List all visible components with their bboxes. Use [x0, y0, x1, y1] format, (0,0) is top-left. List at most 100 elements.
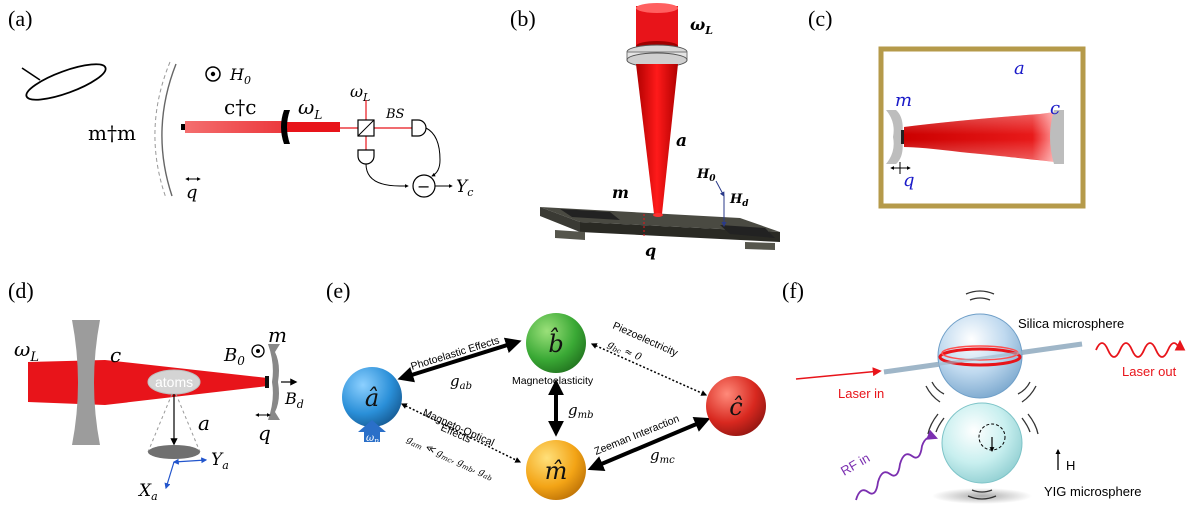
node-b-phonon — [526, 313, 586, 373]
bs-label: BS — [385, 107, 405, 122]
rf-in-wave — [855, 429, 939, 501]
omega-l-label-b: ω — [690, 15, 705, 34]
silica-label: Silica microsphere — [1018, 316, 1124, 331]
svg-text:gmc: gmc — [650, 446, 675, 466]
edge-am — [400, 403, 522, 463]
svg-text:ωp: ωp — [366, 433, 379, 445]
mechanical-beam-stage — [540, 207, 780, 250]
svg-text:b̂: b̂ — [548, 327, 563, 358]
q-label-c: q — [903, 170, 915, 191]
m-label-c: m — [895, 90, 912, 111]
c-label-d: c — [110, 343, 121, 367]
cdag-c-label: c†c — [224, 95, 256, 119]
svg-text:ωL: ωL — [14, 337, 39, 365]
panel-e-label: (e) — [326, 278, 350, 303]
edge-ab — [397, 337, 522, 383]
detector-bottom — [357, 149, 375, 165]
svg-text:ĉ: ĉ — [729, 393, 742, 421]
panel-c: (c) a m c q — [808, 6, 1086, 209]
laser-out-label: Laser out — [1122, 364, 1177, 379]
panel-f-label: (f) — [782, 278, 804, 303]
svg-text:H0: H0 — [696, 167, 716, 184]
silica-microsphere — [937, 313, 1023, 399]
laser-in-label: Laser in — [838, 386, 884, 401]
q-label-b: q — [645, 241, 656, 260]
svg-text:Hd: Hd — [729, 192, 749, 209]
precession-cone-base — [148, 445, 200, 459]
panel-a-label: (a) — [8, 6, 32, 31]
c-label-c: c — [1050, 98, 1060, 119]
m-label-b: m — [612, 183, 629, 202]
omega-l-label-d: ω — [14, 337, 30, 361]
svg-text:ωL: ωL — [350, 82, 370, 104]
svg-text:Bd: Bd — [284, 389, 304, 411]
g-mb-label: g — [568, 401, 578, 419]
g-mc-label: g — [650, 446, 660, 464]
svg-text:m̂: m̂ — [545, 457, 568, 485]
magnetization-precession-icon — [21, 63, 107, 101]
mdag-m-label: m†m — [88, 121, 136, 145]
ya-label: Y — [211, 450, 224, 470]
input-mirror-d — [72, 320, 100, 445]
svg-text:ωL: ωL — [690, 15, 713, 37]
svg-text:Ya: Ya — [211, 450, 229, 472]
panel-e: (e) b̂ â ĉ m̂ ωp Photoelastic Effects ga… — [326, 278, 766, 500]
rf-in-label: RF in — [838, 450, 872, 479]
q-label-d: q — [258, 421, 271, 445]
h0-field-icon — [205, 66, 221, 82]
panel-a: (a) H0 c†c ωL m†m q ωL BS — [8, 6, 473, 203]
laser-out-wave — [1095, 339, 1186, 358]
q-label: q — [186, 182, 198, 203]
svg-text:â: â — [365, 384, 379, 412]
a-label-c: a — [1014, 58, 1025, 79]
svg-text:gmb: gmb — [568, 401, 594, 421]
photoelastic-label: Photoelastic Effects — [409, 334, 501, 372]
edge-bc — [590, 343, 708, 396]
panel-d-label: (d) — [8, 278, 34, 303]
svg-text:ωL: ωL — [298, 95, 322, 122]
atoms-label: atoms — [155, 374, 193, 390]
edge-mc — [587, 416, 711, 472]
panel-d: (d) ωL c B0 m atoms a Bd q Ya Xa — [8, 278, 304, 503]
node-m-magnon — [526, 440, 586, 500]
svg-text:gab: gab — [450, 372, 472, 392]
h-field-label: H — [1066, 458, 1075, 473]
whispering-gallery-mode — [938, 347, 1022, 367]
omega-l-lo-label: ω — [350, 82, 363, 101]
a-label-b: a — [676, 131, 687, 151]
hd-label-b: H — [729, 192, 743, 207]
panel-b: (b) ωL a m q H0 Hd — [510, 3, 780, 260]
bd-label-d: B — [284, 389, 297, 408]
drive-arrow — [358, 420, 386, 442]
membrane-mirror-d — [268, 344, 280, 420]
cavity-box — [878, 46, 1086, 209]
svg-text:Yc: Yc — [456, 177, 473, 199]
m-label-d: m — [268, 323, 287, 347]
svg-text:−: − — [417, 177, 430, 196]
h0-label: H — [229, 65, 245, 84]
magnetoelasticity-label: Magnetoelasticity — [512, 375, 594, 387]
xa-label: X — [137, 481, 152, 501]
membrane-mirror — [161, 63, 177, 197]
yc-label: Y — [456, 177, 469, 197]
omega-l-label: ω — [298, 95, 314, 119]
node-c-microwave — [706, 376, 766, 436]
b0-label-d: B — [223, 345, 237, 366]
h0-label-b: H — [696, 167, 710, 182]
panel-c-label: (c) — [808, 6, 832, 31]
node-a-photon — [342, 367, 402, 427]
svg-text:B0: B0 — [223, 345, 245, 368]
panel-f: (f) Laser in Laser out Silica microspher… — [782, 278, 1186, 504]
cavity-mirror — [281, 110, 290, 144]
svg-text:Xa: Xa — [137, 481, 158, 503]
end-mirror-c — [1050, 110, 1064, 164]
membrane-mirror-c — [886, 110, 903, 164]
yig-label: YIG microsphere — [1044, 484, 1142, 499]
yig-microsphere — [941, 402, 1023, 484]
panel-b-label: (b) — [510, 6, 536, 31]
laser-beam — [185, 121, 285, 133]
a-label-d: a — [198, 411, 210, 435]
detector-right — [411, 119, 427, 137]
focused-beam — [636, 64, 678, 214]
